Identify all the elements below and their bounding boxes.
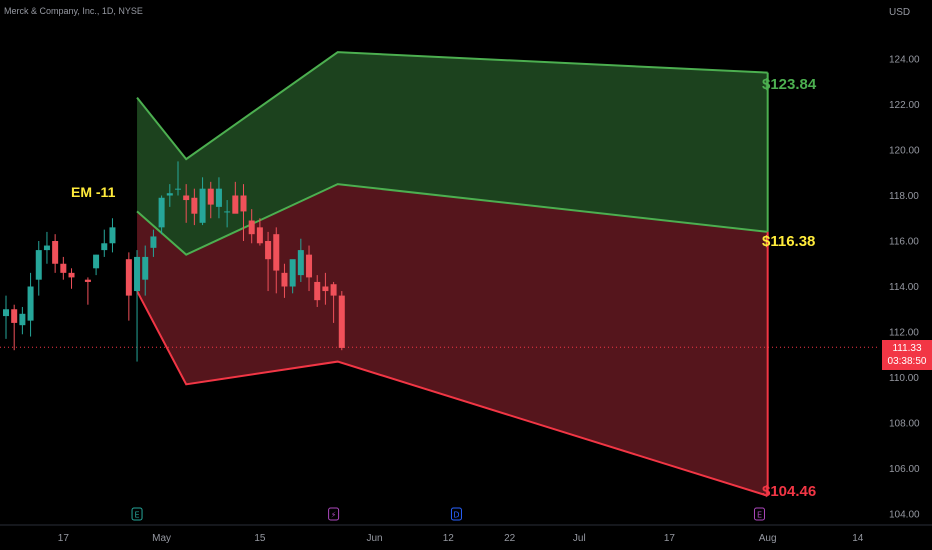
event-marker-letter: D	[453, 511, 459, 520]
candle-body	[93, 254, 100, 269]
expected-move-bands	[136, 51, 769, 497]
x-tick-label: 17	[58, 533, 70, 544]
candle-body	[191, 197, 198, 214]
candle-body	[256, 227, 263, 244]
candle-body	[35, 250, 42, 280]
candle-body	[232, 195, 239, 214]
bar-countdown: 03:38:50	[887, 356, 927, 367]
y-tick-label: 108.00	[889, 419, 920, 430]
y-tick-label: 106.00	[889, 464, 920, 475]
candle-body	[52, 241, 59, 264]
mid-target-label: $116.38	[762, 233, 815, 250]
y-tick-label: 110.00	[889, 373, 919, 384]
event-marker-letter: E	[757, 511, 762, 520]
candle-body	[125, 259, 132, 296]
last-price: 111.33	[892, 343, 922, 354]
axis-currency: USD	[889, 7, 910, 18]
y-tick-label: 116.00	[889, 237, 919, 248]
event-marker-box	[450, 507, 462, 521]
candle-body	[84, 279, 91, 282]
candle-body	[68, 272, 75, 278]
candle-body	[134, 256, 141, 292]
candle-body	[101, 243, 108, 251]
candle-body	[224, 211, 231, 213]
candle-body	[109, 227, 116, 244]
upper-target-label: $123.84	[762, 76, 817, 93]
candle-body	[60, 263, 67, 273]
event-markers[interactable]: E ⚡ D E	[131, 507, 765, 521]
candle-body	[306, 254, 313, 278]
upper-band-line	[136, 51, 768, 161]
candle-body	[338, 295, 345, 348]
event-marker-box	[328, 507, 340, 521]
symbol-title: Merck & Company, Inc., 1D, NYSE	[4, 6, 143, 16]
event-marker-letter: E	[135, 511, 140, 520]
candle-body	[207, 188, 214, 205]
event-marker-letter: ⚡	[331, 511, 337, 520]
x-tick-label: 17	[664, 533, 676, 544]
x-tick-label: 12	[443, 533, 455, 544]
candle-body	[265, 241, 272, 260]
lower-target-label: $104.46	[762, 483, 816, 500]
chart-annotations: EM -11 $123.84 $116.38 $104.46	[71, 76, 817, 500]
candle-body	[166, 193, 173, 196]
candle-body	[174, 188, 181, 190]
x-tick-label: May	[152, 533, 171, 544]
candle-body	[27, 286, 34, 321]
y-tick-label: 118.00	[889, 191, 919, 202]
candle-body	[43, 245, 50, 251]
x-tick-label: 22	[504, 533, 516, 544]
lower-band-line	[136, 290, 768, 497]
candle-body	[158, 197, 165, 228]
candle-body	[215, 188, 222, 207]
y-tick-label: 114.00	[889, 282, 919, 293]
candle-body	[3, 309, 9, 317]
candle-body	[240, 195, 247, 212]
x-tick-label: Jun	[366, 533, 382, 544]
candle-body	[150, 236, 157, 248]
x-tick-label: 14	[852, 533, 864, 544]
y-tick-label: 120.00	[889, 146, 920, 157]
candle-body	[322, 286, 329, 292]
candle-body	[273, 234, 280, 271]
x-tick-label: Aug	[759, 533, 777, 544]
x-tick-label: 15	[254, 533, 266, 544]
y-tick-label: 122.00	[889, 100, 920, 111]
candle-body	[289, 259, 296, 287]
event-marker-box	[753, 507, 765, 521]
candle-body	[199, 188, 206, 223]
last-price-tag: 111.33 03:38:50	[882, 340, 932, 370]
event-marker-box	[131, 507, 143, 521]
candle-body	[248, 220, 255, 235]
candle-body	[281, 272, 288, 287]
y-tick-label: 104.00	[889, 510, 920, 521]
y-tick-label: 124.00	[889, 55, 920, 66]
candle-body	[330, 284, 337, 296]
price-axis[interactable]: USD 104.00 106.00 108.00 110.00 112.00 114.00 1…	[889, 7, 920, 521]
candle-body	[183, 195, 190, 201]
y-tick-label: 112.00	[889, 328, 919, 339]
time-axis[interactable]: 17 May 15 Jun 12 22 Jul 17 Aug 14	[0, 524, 932, 544]
candle-body	[142, 256, 149, 280]
em-label: EM -11	[71, 184, 116, 200]
x-tick-label: Jul	[573, 533, 586, 544]
candlestick-series	[3, 161, 345, 362]
candle-body	[11, 309, 18, 323]
candle-body	[314, 281, 321, 301]
candle-body	[19, 313, 26, 326]
candle-body	[297, 250, 304, 276]
